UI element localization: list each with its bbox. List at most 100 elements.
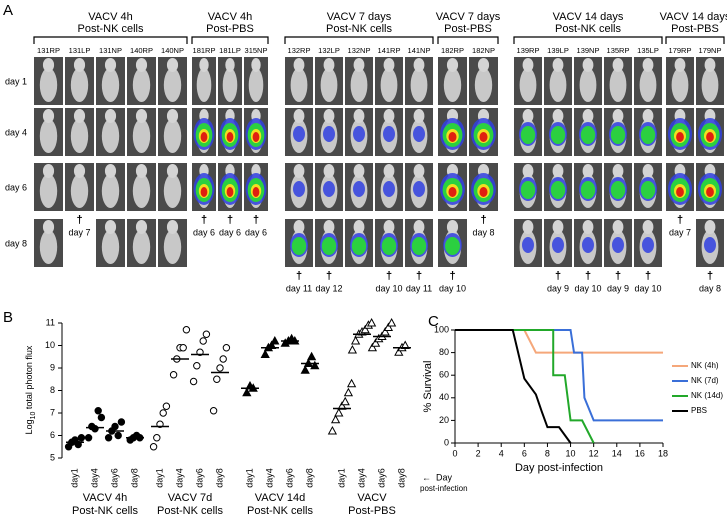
data-point (222, 344, 231, 352)
category-label: day4 (89, 468, 99, 488)
data-point (370, 338, 381, 347)
mouse-id: 131NP (99, 46, 122, 55)
death-day: day 9 (547, 283, 569, 293)
signal (226, 187, 234, 197)
signal (612, 237, 624, 253)
signal (522, 237, 534, 253)
signal (381, 237, 397, 255)
data-point (189, 377, 198, 386)
signal (479, 132, 488, 142)
death-marker: † (449, 270, 455, 282)
data-point (347, 344, 358, 354)
data-point (266, 340, 277, 349)
data-point (216, 364, 224, 372)
mouse-body (70, 119, 89, 153)
signal (383, 181, 395, 197)
signal (323, 181, 335, 197)
group-label: Post-NK cells (157, 505, 224, 517)
group-title: VACV 14 days (660, 11, 727, 23)
y-tick-label: 40 (439, 392, 449, 402)
y-tick-label: 80 (439, 347, 449, 357)
mouse-head (251, 58, 261, 72)
death-marker: † (296, 270, 302, 282)
mouse-head (293, 220, 305, 234)
category-label: day4 (174, 468, 184, 488)
data-point (360, 324, 370, 334)
mouse-head (73, 164, 86, 178)
data-point (91, 425, 99, 433)
mouse-body (70, 174, 89, 208)
mouse-body (443, 68, 462, 102)
category-label: day1 (69, 468, 79, 488)
signal (291, 237, 307, 255)
signal (704, 237, 716, 253)
mouse-body (39, 174, 58, 208)
mouse-head (135, 164, 148, 178)
group-title: Post-PBS (206, 23, 254, 35)
annotation: Day (436, 472, 453, 482)
data-point (242, 387, 252, 397)
data-point (94, 407, 102, 415)
bracket (284, 36, 434, 44)
category-label: day1 (244, 468, 254, 488)
death-day: day 12 (315, 283, 342, 293)
x-tick-label: 18 (658, 448, 668, 458)
mouse-body (474, 68, 493, 102)
row-label: day 6 (5, 182, 27, 192)
mouse-id: 179RP (669, 46, 692, 55)
mouse-id: 140NP (161, 46, 184, 55)
death-day: day 10 (574, 283, 601, 293)
mouse-head (552, 109, 564, 123)
y-tick-label: 20 (439, 415, 449, 425)
mouse-head (552, 58, 564, 72)
mouse-body (163, 68, 182, 102)
group-label: VACV 4h (83, 492, 127, 504)
data-point (169, 371, 178, 379)
data-point (104, 434, 113, 442)
group-label: Post-PBS (348, 505, 396, 517)
signal (610, 181, 626, 199)
mouse-id: 182NP (472, 46, 495, 55)
signal (351, 237, 367, 255)
group-title: VACV 4h (88, 11, 132, 23)
data-point (400, 340, 410, 349)
mouse-head (323, 220, 335, 234)
data-point (380, 326, 390, 336)
mouse-id: 182RP (441, 46, 464, 55)
death-day: day 6 (245, 227, 267, 237)
y-tick-label: 10 (45, 340, 55, 350)
data-point (340, 396, 350, 406)
signal (200, 132, 208, 142)
mouse-head (552, 164, 564, 178)
category-label: day6 (194, 468, 204, 488)
bracket (513, 36, 663, 44)
bracket (665, 36, 725, 44)
mouse-head (383, 109, 395, 123)
mouse-head (104, 58, 117, 72)
group-label: Post-NK cells (72, 505, 139, 517)
signal (676, 132, 684, 142)
signal (640, 181, 656, 199)
mouse-body (39, 230, 58, 264)
x-tick-label: 12 (589, 448, 599, 458)
death-marker: † (707, 270, 713, 282)
death-marker: † (326, 270, 332, 282)
death-day: day 7 (68, 227, 90, 237)
signal (353, 181, 365, 197)
y-tick-label: 9 (50, 362, 55, 372)
signal (448, 187, 457, 197)
death-day: day 10 (439, 283, 466, 293)
mouse-id: 132RP (288, 46, 311, 55)
data-point (330, 414, 341, 424)
data-point (202, 330, 211, 338)
category-label: day1 (154, 468, 164, 488)
signal (293, 181, 305, 197)
mouse-head (413, 58, 425, 72)
data-point (219, 355, 227, 363)
y-label-part: 10 (30, 412, 37, 420)
group-title: Post-PBS (671, 23, 719, 35)
death-marker: † (386, 270, 392, 282)
mouse-body (101, 174, 120, 208)
mouse-head (353, 164, 365, 178)
group-title: VACV 7 days (327, 11, 392, 23)
